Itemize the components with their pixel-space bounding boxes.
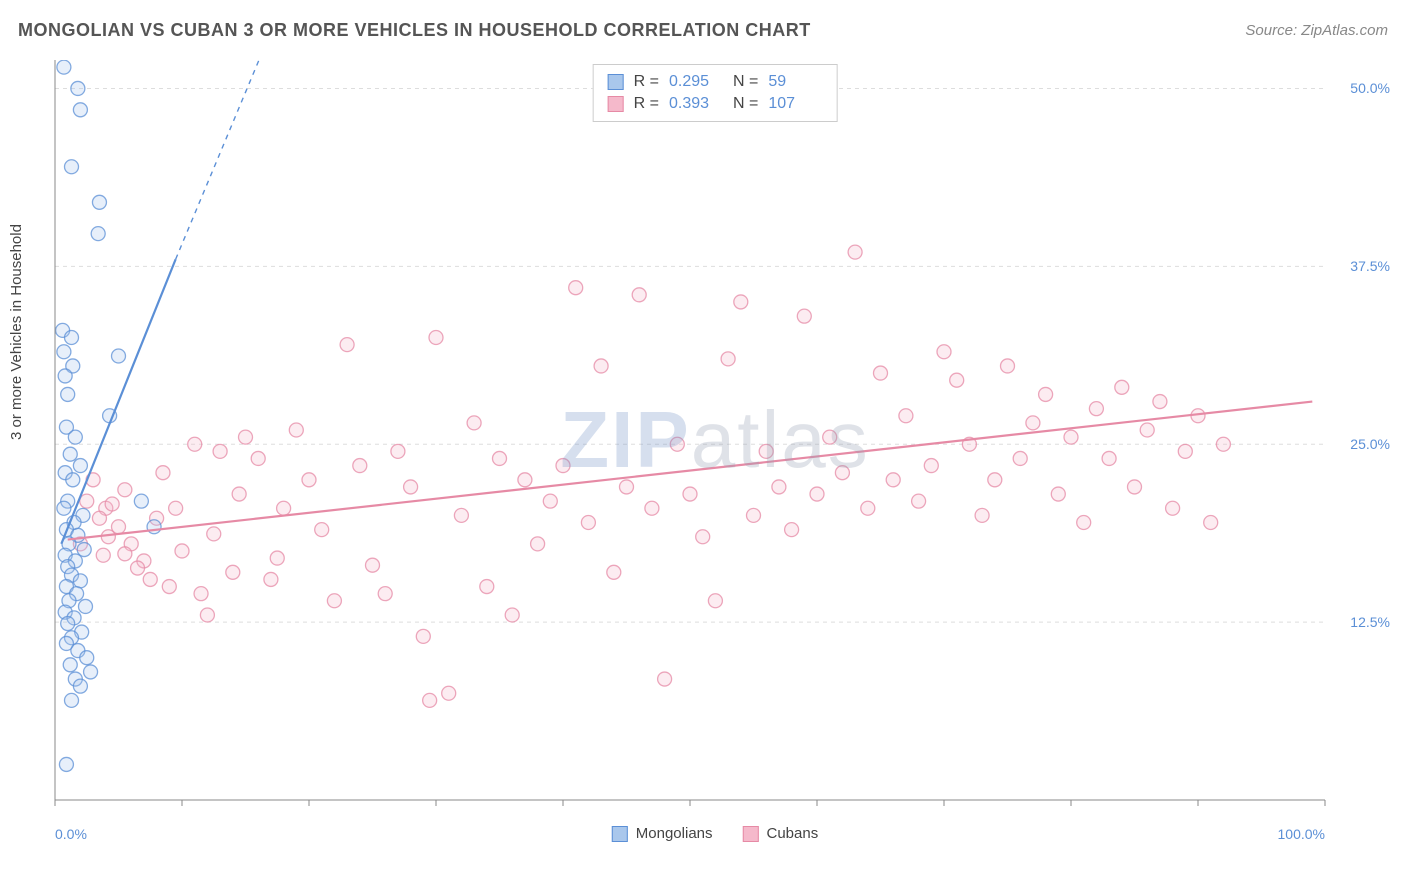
r-value-mongolians: 0.295 [669, 73, 723, 91]
bottom-legend: Mongolians Cubans [612, 825, 818, 842]
n-label: N = [733, 95, 758, 113]
swatch-mongolians [608, 74, 624, 90]
legend-swatch-cubans [743, 826, 759, 842]
y-tick-label: 50.0% [1350, 80, 1390, 96]
stats-row-mongolians: R = 0.295 N = 59 [608, 71, 823, 93]
legend-label-cubans: Cubans [767, 825, 819, 842]
x-tick-label: 0.0% [55, 826, 87, 842]
source-label: Source: [1245, 22, 1301, 39]
x-tick-label: 100.0% [1278, 826, 1325, 842]
legend-item-mongolians: Mongolians [612, 825, 713, 842]
y-tick-label: 37.5% [1350, 258, 1390, 274]
y-axis-label: 3 or more Vehicles in Household [8, 224, 25, 440]
r-label: R = [634, 95, 659, 113]
source: Source: ZipAtlas.com [1245, 22, 1388, 40]
r-label: R = [634, 73, 659, 91]
swatch-cubans [608, 96, 624, 112]
scatter-plot [45, 60, 1385, 820]
legend-label-mongolians: Mongolians [636, 825, 713, 842]
legend-item-cubans: Cubans [743, 825, 819, 842]
source-value: ZipAtlas.com [1301, 22, 1388, 39]
chart-area: ZIPatlas 12.5%25.0%37.5%50.0% 0.0%100.0%… [45, 60, 1385, 820]
n-value-cubans: 107 [768, 95, 822, 113]
n-value-mongolians: 59 [768, 73, 822, 91]
legend-swatch-mongolians [612, 826, 628, 842]
stats-row-cubans: R = 0.393 N = 107 [608, 93, 823, 115]
chart-title: MONGOLIAN VS CUBAN 3 OR MORE VEHICLES IN… [18, 20, 811, 41]
r-value-cubans: 0.393 [669, 95, 723, 113]
y-tick-label: 12.5% [1350, 614, 1390, 630]
y-tick-label: 25.0% [1350, 436, 1390, 452]
stats-legend: R = 0.295 N = 59 R = 0.393 N = 107 [593, 64, 838, 122]
n-label: N = [733, 73, 758, 91]
